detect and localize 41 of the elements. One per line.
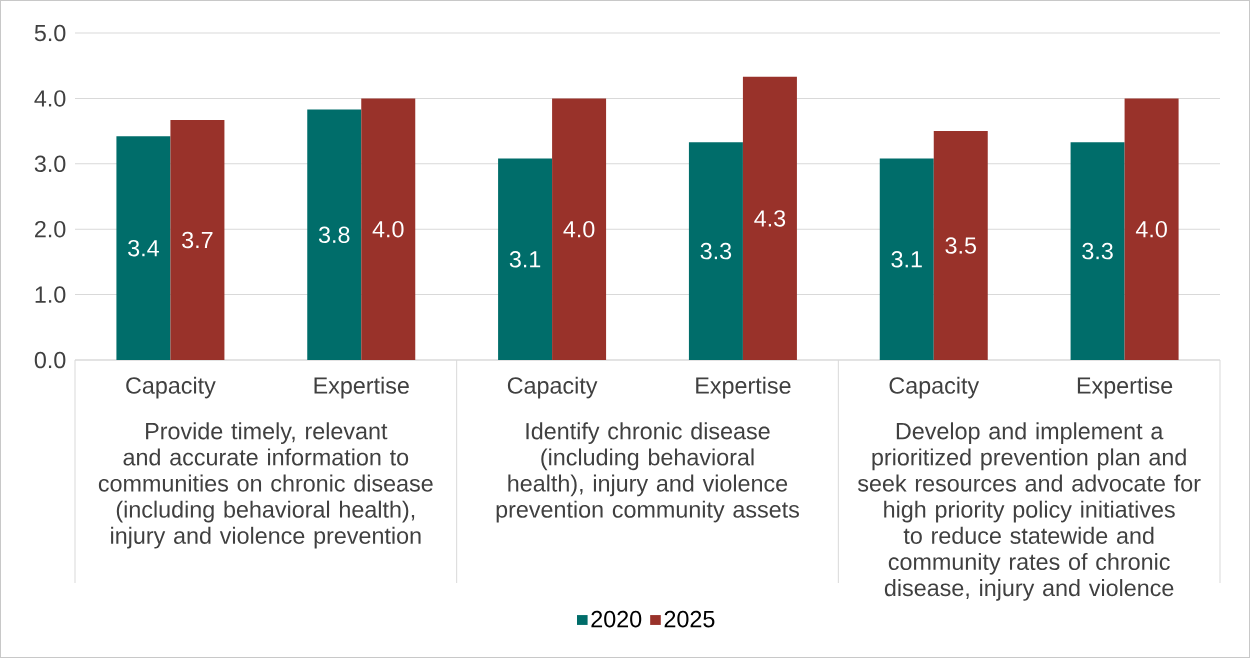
legend-label: 2025 [664, 610, 715, 628]
bar [879, 158, 934, 360]
text: Develop and implement a prioritized prevention plan and seek resources and advocate for high priority policy initiatives to reduce statewide and community rates of chronic disease, injury and violence [857, 422, 1201, 601]
y-tick-label: 4.0 [34, 90, 66, 107]
x-tick-label: Expertise [1077, 376, 1173, 399]
data-label: 4.0 [372, 220, 404, 238]
y-tick-label: 0.0 [34, 351, 66, 369]
data-label: 3.7 [182, 231, 213, 249]
bar [688, 142, 743, 360]
bar [742, 76, 797, 360]
text: Identify chronic disease (including behavioral health), injury and violence prevention community assets [496, 422, 799, 523]
bar [552, 98, 607, 360]
data-label: 3.1 [891, 251, 922, 268]
data-label: 3.5 [945, 237, 976, 254]
data-label: 4.3 [754, 210, 786, 227]
bar [116, 136, 171, 360]
bar [361, 98, 416, 360]
x-tick-label: Capacity [126, 376, 216, 399]
data-label: 3.3 [1082, 242, 1113, 260]
legend-label: 2020 [591, 610, 642, 628]
data-label: 3.8 [318, 226, 350, 244]
bar [307, 109, 362, 360]
x-tick-label: Capacity [889, 376, 980, 399]
x-tick-label: Expertise [696, 376, 791, 399]
data-label: 4.0 [1135, 220, 1167, 238]
bar [1070, 142, 1125, 360]
y-tick-label: 3.0 [34, 155, 66, 173]
text: Provide timely, relevant and accurate information to communities on chronic disease (including behavioral health), injury and violence prevention [98, 422, 433, 549]
bar [498, 158, 553, 360]
x-tick-label: Expertise [314, 376, 409, 399]
data-label: 4.0 [563, 220, 595, 238]
bar [1124, 98, 1179, 360]
y-tick-label: 2.0 [35, 220, 66, 238]
y-tick-label: 5.0 [34, 24, 66, 42]
data-label: 3.4 [128, 239, 159, 257]
y-tick-label: 1.0 [35, 286, 66, 303]
data-label: 3.1 [509, 251, 541, 268]
x-tick-label: Capacity [507, 376, 598, 399]
bar [170, 119, 225, 360]
bar [933, 131, 988, 360]
data-label: 3.3 [700, 242, 732, 260]
